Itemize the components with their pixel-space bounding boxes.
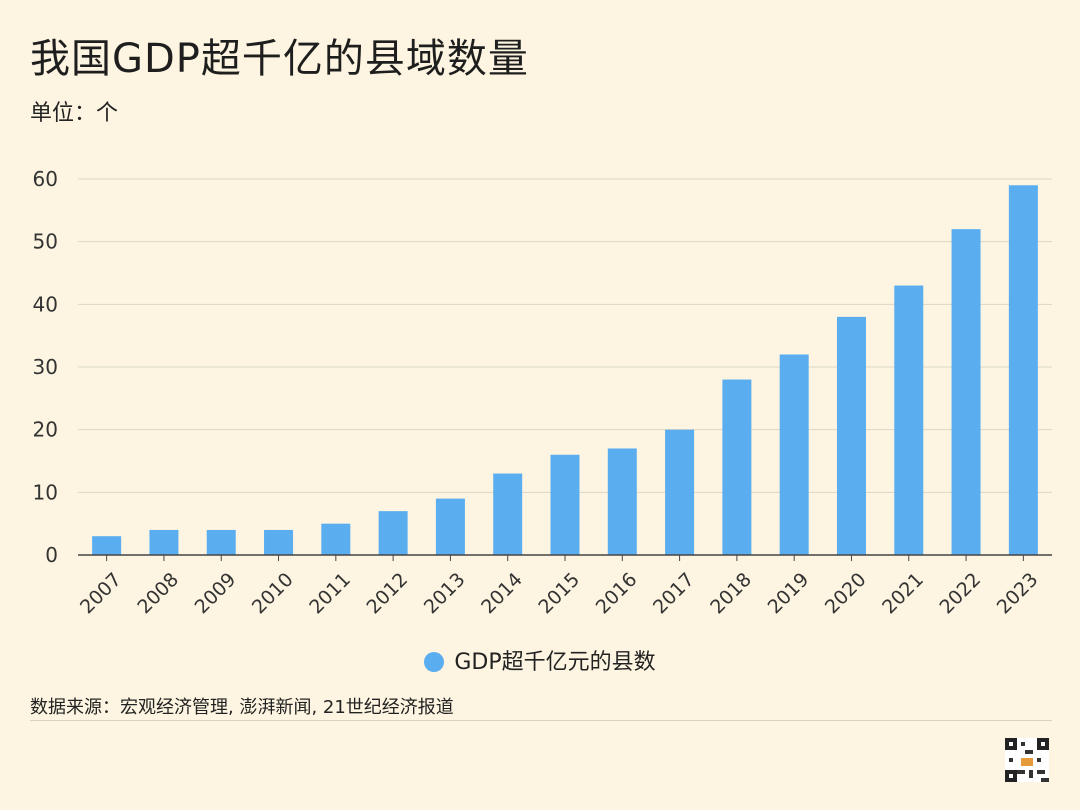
y-tick-label: 20 [33,418,58,442]
chart-title: 我国GDP超千亿的县域数量 [30,36,529,82]
legend-label: GDP超千亿元的县数 [454,650,656,675]
bar [321,523,351,555]
x-tick-label: 2015 [534,569,584,619]
bar [722,379,752,555]
x-tick-label: 2008 [133,569,183,619]
bar [1008,185,1038,555]
y-tick-label: 10 [33,480,58,504]
x-tick-label: 2019 [764,569,814,619]
x-tick-label: 2018 [706,569,756,619]
bar [836,316,866,555]
x-tick-label: 2021 [878,569,928,619]
x-tick-label: 2013 [420,569,470,619]
x-tick-label: 2010 [248,569,298,619]
bar [607,448,637,555]
bar [149,529,179,555]
source-note: 数据来源：宏观经济管理, 澎湃新闻, 21世纪经济报道 [30,697,454,718]
bar [550,454,580,555]
x-tick-label: 2020 [821,569,871,619]
x-tick-label: 2016 [592,569,642,619]
unit-label: 单位：个 [30,101,119,126]
bar [779,354,809,555]
bar [264,529,294,555]
x-tick-label: 2023 [993,569,1043,619]
bar [951,229,981,555]
qr-code-icon [1005,738,1049,782]
legend: GDP超千亿元的县数 [0,644,1080,676]
bar [894,285,924,555]
bar [92,536,122,555]
divider [30,720,1052,721]
x-tick-label: 2011 [305,569,355,619]
x-tick-label: 2022 [935,569,985,619]
y-tick-label: 40 [33,292,58,316]
x-tick-label: 2014 [477,569,527,619]
bar [206,529,236,555]
y-tick-label: 50 [33,230,58,254]
y-tick-label: 30 [33,355,58,379]
y-tick-label: 0 [45,543,58,567]
x-tick-label: 2009 [191,569,241,619]
x-tick-label: 2017 [649,569,699,619]
bar [435,498,465,555]
bar [378,511,408,555]
bar [665,429,695,555]
x-tick-label: 2007 [76,569,126,619]
x-tick-label: 2012 [363,569,413,619]
legend-marker [424,652,445,672]
y-tick-label: 60 [33,167,58,191]
bar [493,473,523,555]
